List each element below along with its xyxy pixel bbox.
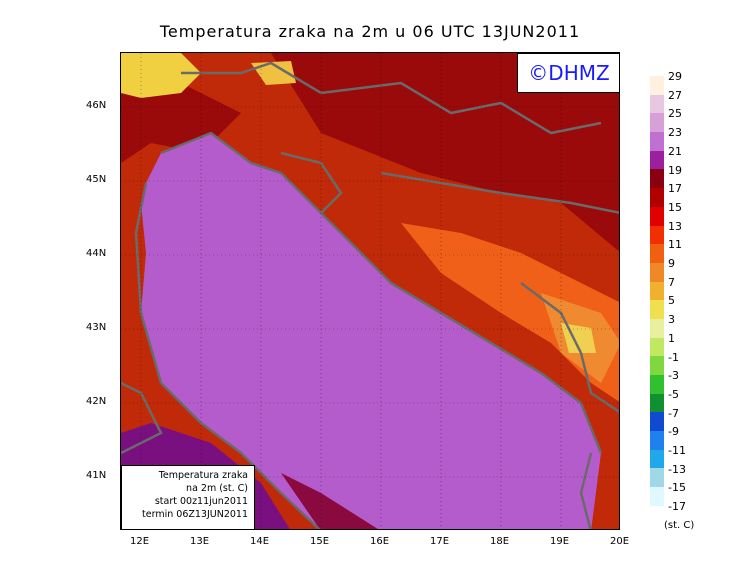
legend-label: 25 — [668, 107, 682, 121]
legend-swatch — [650, 487, 664, 506]
lon-tick-13e: 13E — [190, 536, 210, 547]
legend-swatch — [650, 206, 664, 226]
legend-label: -15 — [668, 481, 686, 495]
legend-swatch — [650, 76, 664, 95]
legend-label: 9 — [668, 257, 675, 270]
legend-swatch — [650, 449, 664, 469]
map-title: Temperatura zraka na 2m u 06 UTC 13JUN20… — [159, 22, 581, 41]
lat-tick-41n: 41N — [86, 470, 107, 481]
legend-label: -9 — [668, 425, 679, 439]
legend-label: -13 — [668, 462, 686, 476]
lon-tick-14e: 14E — [250, 536, 270, 547]
legend-label: 1 — [668, 331, 675, 345]
lon-tick-15e: 15E — [310, 536, 330, 547]
legend-swatch — [650, 318, 664, 338]
legend-label: 17 — [668, 182, 682, 196]
color-legend — [650, 76, 664, 506]
lat-tick-43n: 43N — [86, 322, 107, 333]
legend-swatch — [650, 337, 664, 357]
legend-label: -17 — [668, 500, 686, 514]
legend-swatch — [650, 431, 664, 450]
legend-swatch — [650, 281, 664, 301]
legend-swatch — [650, 262, 664, 282]
info-box: Temperatura zraka na 2m (st. C) start 00… — [121, 465, 255, 529]
legend-label: 27 — [668, 88, 682, 102]
legend-label: 11 — [668, 238, 682, 252]
lon-tick-20e: 20E — [610, 536, 630, 547]
lat-tick-45n: 45N — [86, 174, 107, 185]
legend-swatch — [650, 169, 664, 189]
lon-tick-12e: 12E — [130, 536, 150, 547]
legend-unit: (st. C) — [664, 520, 695, 531]
temperature-field — [121, 53, 619, 529]
lat-tick-44n: 44N — [86, 248, 107, 259]
legend-label: 21 — [668, 144, 682, 158]
info-line-termin: termin 06Z13JUN2011 — [142, 509, 248, 520]
lon-tick-17e: 17E — [430, 536, 450, 547]
legend-swatch — [650, 468, 664, 488]
legend-swatch — [650, 244, 664, 263]
legend-swatch — [650, 393, 664, 413]
info-line-variable: Temperatura zraka — [158, 470, 248, 481]
info-line-units: na 2m (st. C) — [186, 483, 248, 494]
legend-label: -3 — [668, 369, 679, 383]
legend-swatch — [650, 150, 664, 170]
lon-tick-16e: 16E — [370, 536, 390, 547]
lon-tick-19e: 19E — [550, 536, 570, 547]
legend-swatch — [650, 94, 664, 114]
legend-label: -11 — [668, 444, 686, 457]
lat-tick-46n: 46N — [86, 100, 107, 111]
temperature-map: ©DHMZ Temperatura zraka na 2m (st. C) st… — [120, 52, 620, 530]
legend-label: -5 — [668, 387, 679, 401]
legend-label: 19 — [668, 163, 682, 177]
legend-label: 5 — [668, 294, 675, 308]
legend-swatch — [650, 356, 664, 375]
legend-label: 3 — [668, 313, 675, 327]
legend-label: 29 — [668, 70, 682, 83]
dhmz-logo: ©DHMZ — [517, 53, 619, 93]
legend-swatch — [650, 113, 664, 133]
legend-swatch — [650, 225, 664, 245]
legend-swatch — [650, 300, 664, 319]
legend-label: 15 — [668, 200, 682, 214]
legend-swatch — [650, 412, 664, 432]
legend-swatch — [650, 132, 664, 151]
legend-swatch — [650, 375, 664, 394]
legend-label: 23 — [668, 126, 682, 140]
legend-label: 7 — [668, 275, 675, 289]
lat-tick-42n: 42N — [86, 396, 107, 407]
lon-tick-18e: 18E — [490, 536, 510, 547]
info-line-start: start 00z11jun2011 — [154, 496, 248, 507]
legend-swatch — [650, 188, 664, 207]
legend-label: -7 — [668, 406, 679, 420]
legend-label: 13 — [668, 219, 682, 233]
legend-label: -1 — [668, 350, 679, 364]
